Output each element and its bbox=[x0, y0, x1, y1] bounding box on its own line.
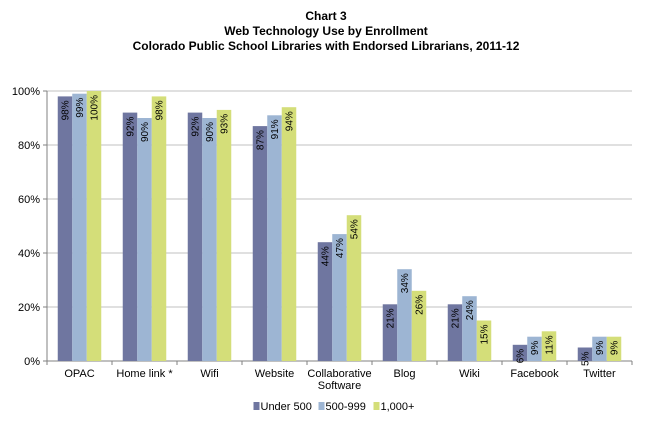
legend-label: 500-999 bbox=[326, 401, 366, 413]
bar bbox=[57, 96, 73, 362]
legend-label: Under 500 bbox=[261, 401, 312, 413]
x-category-label: Wifi bbox=[200, 368, 218, 380]
bar-data-label: 21% bbox=[451, 308, 462, 328]
bar bbox=[216, 109, 232, 362]
bar-data-label: 90% bbox=[205, 122, 216, 142]
bar-data-label: 91% bbox=[270, 119, 281, 139]
chart-title-line-2: Web Technology Use by Enrollment bbox=[224, 24, 428, 38]
chart-title: Chart 3 Web Technology Use by Enrollment… bbox=[0, 9, 652, 54]
bar-data-label: 5% bbox=[581, 351, 592, 366]
bar-data-label: 94% bbox=[285, 111, 296, 131]
bar-data-label: 90% bbox=[140, 122, 151, 142]
legend-swatch bbox=[253, 402, 260, 410]
bar-data-label: 98% bbox=[155, 100, 166, 120]
bar-data-label: 24% bbox=[465, 300, 476, 320]
bar bbox=[606, 336, 622, 361]
bar bbox=[476, 320, 492, 361]
bar bbox=[447, 304, 463, 361]
x-category-label: Blog bbox=[393, 368, 415, 380]
bar bbox=[577, 347, 593, 361]
bar-data-label: 26% bbox=[415, 295, 426, 315]
bar-data-label: 93% bbox=[220, 114, 231, 134]
bar bbox=[151, 96, 167, 362]
bar bbox=[122, 112, 138, 361]
bar bbox=[137, 118, 152, 361]
x-category-label: OPAC bbox=[64, 368, 94, 380]
x-category-label: Twitter bbox=[583, 368, 616, 380]
bar bbox=[267, 115, 282, 361]
x-category-label: Facebook bbox=[510, 368, 559, 380]
y-tick-label: 40% bbox=[18, 248, 40, 260]
chart-title-line-1: Chart 3 bbox=[305, 9, 347, 23]
bar-data-label: 9% bbox=[610, 341, 621, 356]
y-tick-label: 60% bbox=[18, 194, 40, 206]
y-tick-label: 20% bbox=[18, 302, 40, 314]
bar-data-label: 87% bbox=[256, 130, 267, 150]
legend-label: 1,000+ bbox=[381, 401, 415, 413]
bar-data-label: 15% bbox=[480, 324, 491, 344]
y-tick-label: 100% bbox=[12, 86, 40, 98]
bar-data-label: 9% bbox=[530, 341, 541, 356]
bar bbox=[527, 336, 542, 361]
bar-data-label: 44% bbox=[321, 246, 332, 266]
bar-data-label: 21% bbox=[386, 308, 397, 328]
bar-data-label: 92% bbox=[191, 116, 202, 136]
bar bbox=[462, 296, 477, 361]
bar-data-label: 9% bbox=[595, 341, 606, 356]
bar bbox=[252, 126, 268, 361]
bar bbox=[382, 304, 398, 361]
bar bbox=[397, 269, 412, 361]
x-category-label: Website bbox=[255, 368, 295, 380]
bar-data-label: 54% bbox=[350, 219, 361, 239]
bar-data-label: 6% bbox=[516, 349, 527, 364]
x-category-label: Software bbox=[318, 380, 361, 392]
bar-data-label: 47% bbox=[335, 238, 346, 258]
legend-swatch bbox=[373, 402, 380, 410]
bar bbox=[317, 242, 333, 361]
bar-data-label: 11% bbox=[545, 335, 556, 354]
bar bbox=[281, 107, 297, 361]
x-category-label: Wiki bbox=[459, 368, 480, 380]
bar-data-label: 99% bbox=[75, 98, 86, 118]
legend-swatch bbox=[318, 402, 325, 410]
bar bbox=[202, 118, 217, 361]
bar-data-label: 92% bbox=[126, 116, 137, 136]
chart-title-line-3: Colorado Public School Libraries with En… bbox=[132, 39, 520, 53]
bar bbox=[411, 290, 427, 361]
bar bbox=[512, 344, 528, 361]
bar bbox=[332, 234, 347, 361]
x-category-label: Collaborative bbox=[307, 368, 371, 380]
bar bbox=[86, 91, 102, 361]
bar-data-label: 98% bbox=[61, 100, 72, 120]
bar-data-label: 34% bbox=[400, 273, 411, 293]
bar bbox=[592, 336, 607, 361]
x-category-label: Home link * bbox=[116, 368, 173, 380]
bar bbox=[346, 215, 362, 361]
y-tick-label: 80% bbox=[18, 140, 40, 152]
bar bbox=[187, 112, 203, 361]
y-tick-label: 0% bbox=[24, 356, 40, 368]
bar bbox=[541, 331, 557, 361]
bar bbox=[72, 93, 87, 361]
bar-data-label: 100% bbox=[90, 95, 101, 121]
